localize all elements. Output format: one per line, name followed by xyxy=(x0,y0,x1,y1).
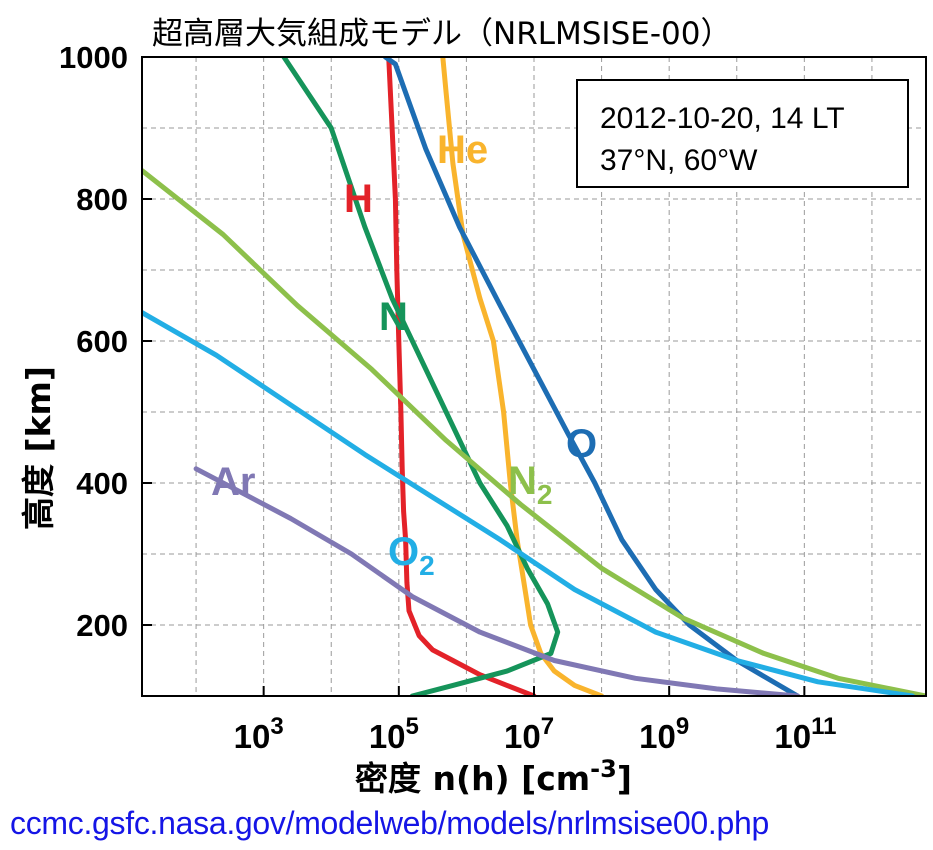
series-label-o2: O2 xyxy=(388,530,435,581)
info-location: 37°N, 60°W xyxy=(600,144,758,177)
info-date-time: 2012-10-20, 14 LT xyxy=(600,102,845,135)
x-axis-label-text: 密度 n(h) [cm xyxy=(355,759,590,798)
series-lines xyxy=(142,57,926,696)
x-tick-label: 107 xyxy=(504,713,554,755)
x-axis-label-close: ] xyxy=(617,759,632,798)
y-tick-label: 200 xyxy=(76,608,128,643)
series-line-h xyxy=(386,57,537,696)
y-tick-label: 600 xyxy=(76,324,128,359)
x-tick-labels: 103 105 107 109 1011 xyxy=(234,686,836,755)
series-labels: H He N O N2 O2 Ar xyxy=(211,128,597,581)
x-tick-label: 103 xyxy=(234,713,284,755)
series-line-o xyxy=(382,57,801,696)
series-line-o2 xyxy=(142,310,915,696)
x-axis-label: 密度 n(h) [cm-3] xyxy=(355,755,632,798)
series-label-n2: N2 xyxy=(508,459,552,510)
series-label-n: N xyxy=(379,295,408,339)
y-tick-label: 800 xyxy=(76,182,128,217)
source-url[interactable]: ccmc.gsfc.nasa.gov/modelweb/models/nrlms… xyxy=(10,805,769,841)
y-tick-label: 1000 xyxy=(59,40,128,75)
series-line-he xyxy=(440,57,605,696)
x-axis-label-exponent: -3 xyxy=(590,755,617,783)
series-line-n xyxy=(281,57,561,696)
series-line-ar xyxy=(193,466,801,696)
series-label-o: O xyxy=(566,422,597,466)
x-tick-label: 1011 xyxy=(774,713,836,755)
series-line-n2 xyxy=(142,168,926,696)
x-tick-label: 105 xyxy=(369,713,419,755)
series-label-he: He xyxy=(437,128,488,172)
info-box-frame xyxy=(576,79,909,188)
y-axis-label: 高度 [km] xyxy=(19,366,58,530)
series-label-ar: Ar xyxy=(211,460,255,504)
x-tick-label: 109 xyxy=(639,713,689,755)
series-label-h: H xyxy=(344,177,373,221)
chart-title: 超高層大気組成モデル（NRLMSISE-00） xyxy=(152,16,731,52)
info-box: 2012-10-20, 14 LT 37°N, 60°W xyxy=(576,79,909,188)
y-tick-label: 400 xyxy=(76,466,128,501)
y-tick-labels: 200 400 600 800 1000 xyxy=(59,40,152,643)
